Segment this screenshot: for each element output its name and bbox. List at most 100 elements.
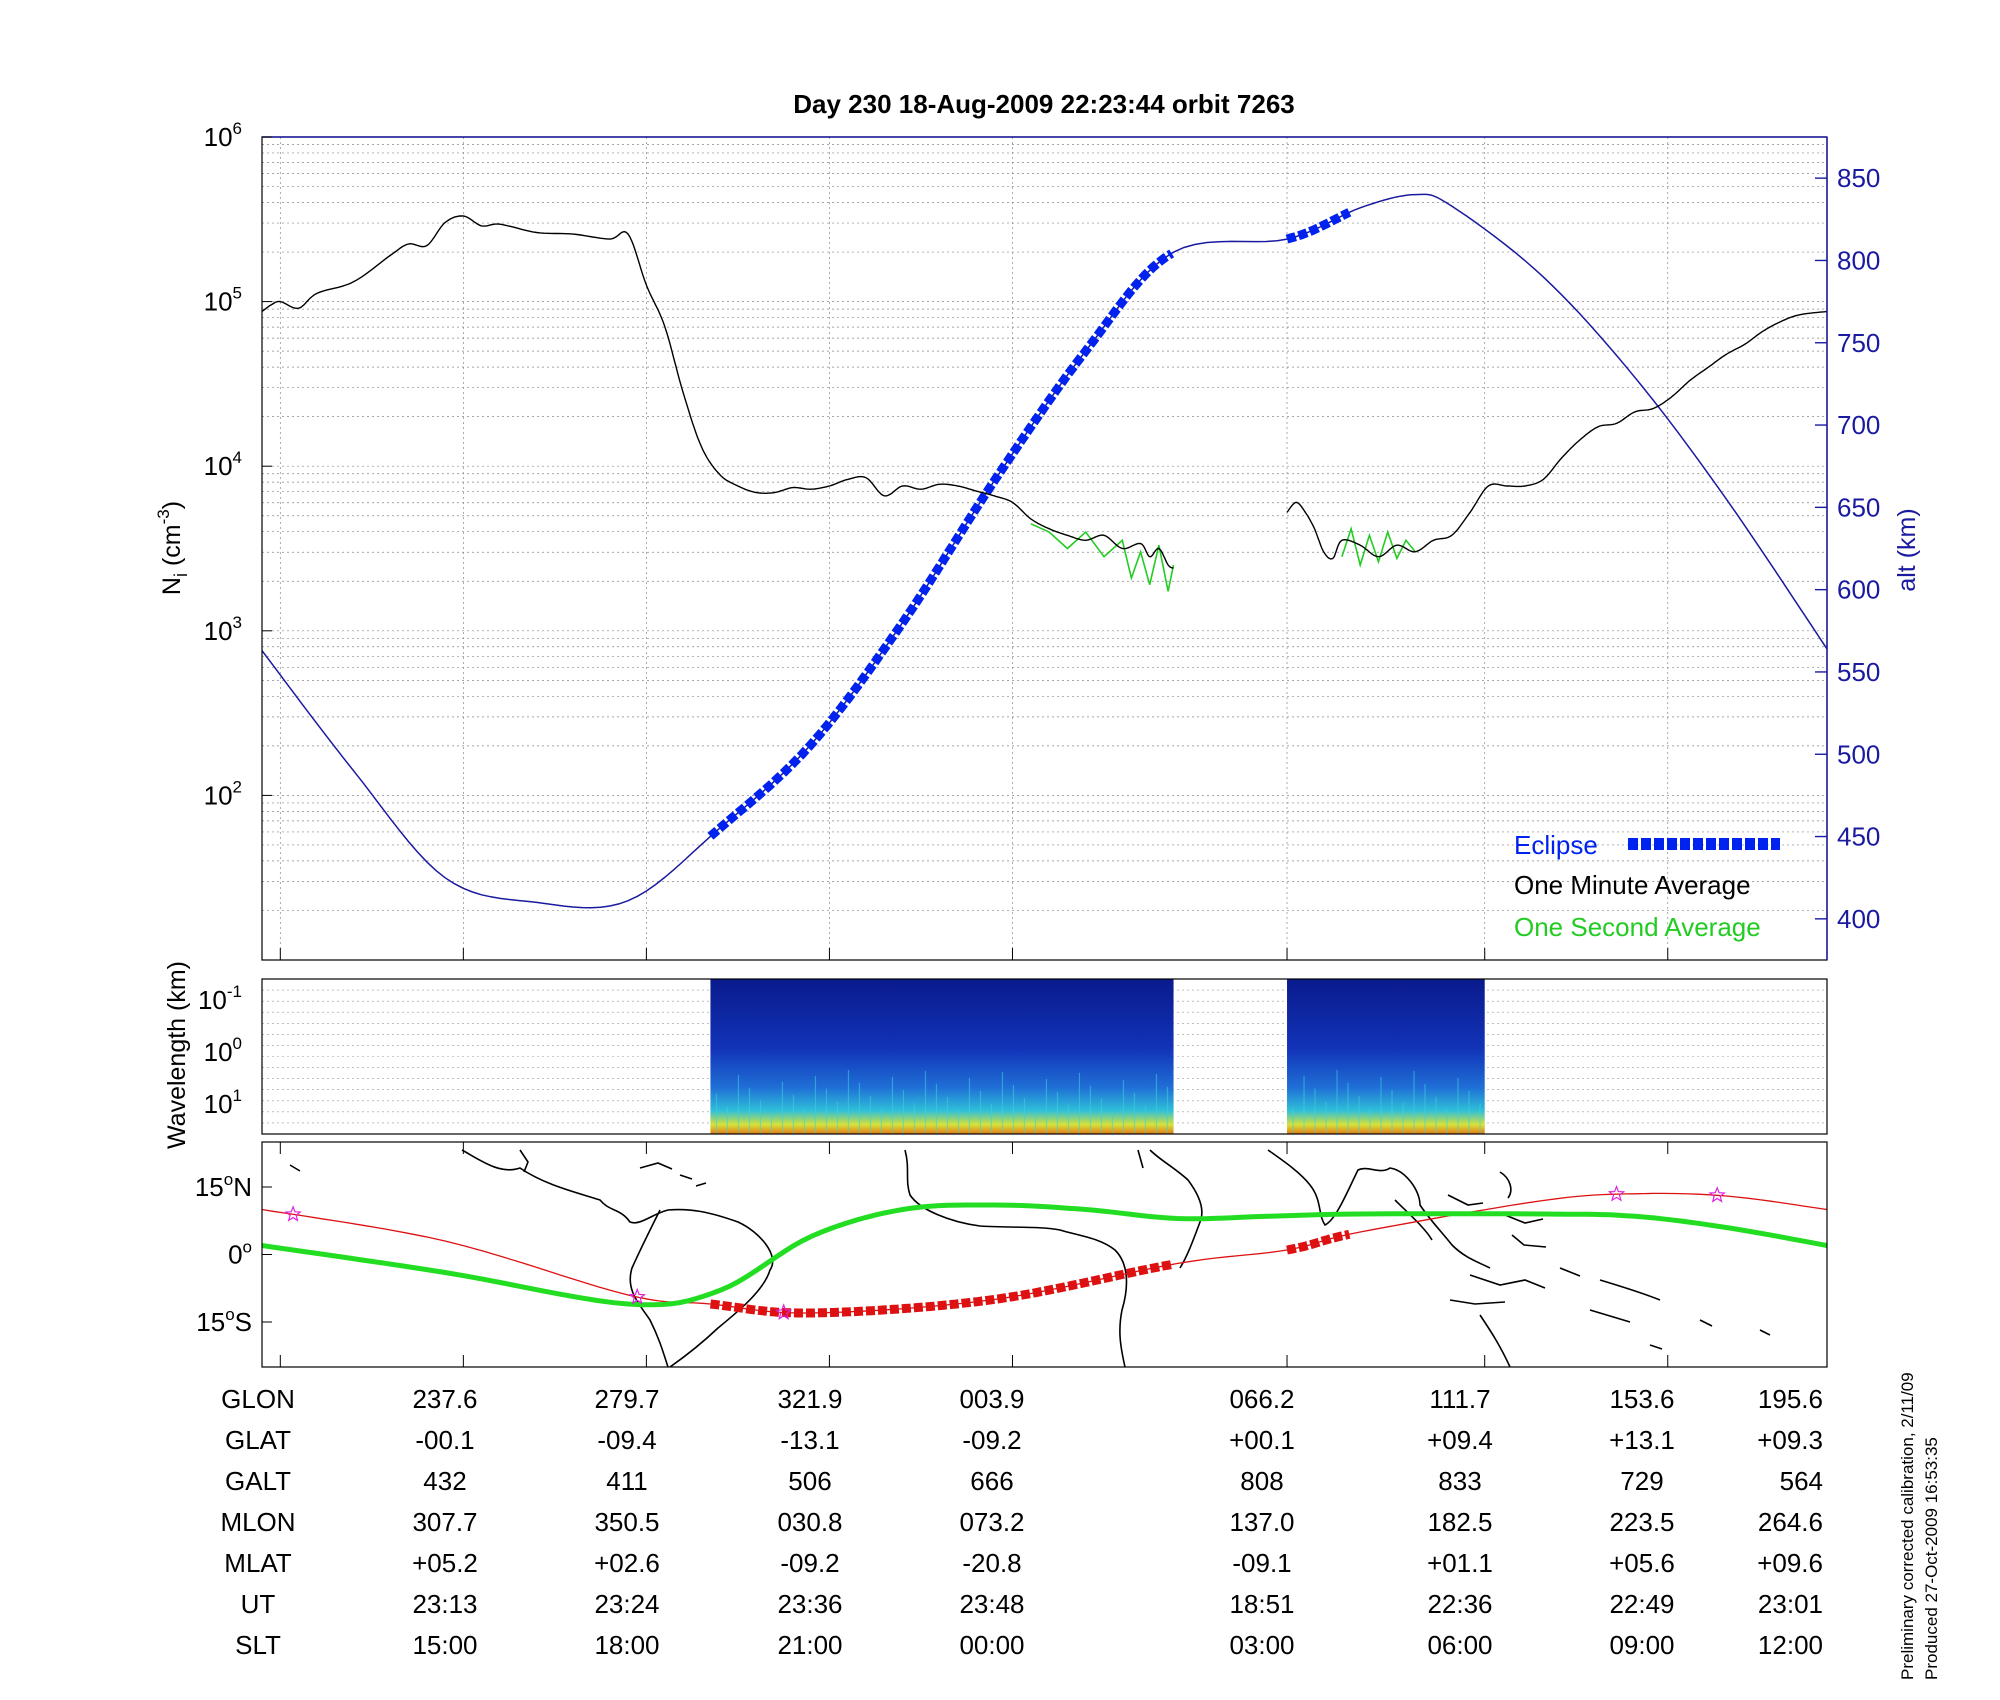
row-value: 18:00 [594, 1630, 659, 1660]
row-value: +13.1 [1609, 1425, 1675, 1455]
row-value: 030.8 [777, 1507, 842, 1537]
row-name-galt: GALT [225, 1466, 291, 1496]
spectrogram-panel: 10-1 100 101 Wavelength (km) [163, 961, 1828, 1149]
row-value: -09.4 [597, 1425, 656, 1455]
track-star [628, 1287, 646, 1305]
chart-title: Day 230 18-Aug-2009 22:23:44 orbit 7263 [793, 89, 1295, 119]
altitude-y-tick-label: 600 [1837, 575, 1880, 605]
row-value: +09.4 [1427, 1425, 1493, 1455]
track-stars [284, 1185, 1726, 1320]
row-value: 00:00 [959, 1630, 1024, 1660]
row-value: 153.6 [1609, 1384, 1674, 1414]
row-value: +09.3 [1757, 1425, 1823, 1455]
row-value: 432 [423, 1466, 466, 1496]
track-star [1708, 1186, 1726, 1203]
magnetic-equator-line [262, 1202, 1827, 1308]
altitude-y-tick-label: 750 [1837, 328, 1880, 358]
density-panel: 102 103 104 105 106 400 450 500 550 600 650 700 750… [154, 119, 1921, 961]
row-value: 411 [606, 1466, 647, 1496]
one-second-average-line [1030, 523, 1175, 592]
row-value: 23:13 [412, 1589, 477, 1619]
row-value: 15:00 [412, 1630, 477, 1660]
eclipse-track-segment [1286, 1229, 1351, 1255]
map-y-ticks: 15oN 0o 15oS [195, 1170, 272, 1337]
legend-one-second-label: One Second Average [1514, 912, 1761, 942]
density-y-tick-label: 102 [204, 777, 242, 810]
map-y-tick-label: 0o [228, 1238, 252, 1270]
eclipse-segment [707, 249, 1175, 840]
density-y-tick-label: 105 [204, 284, 242, 317]
x-label-table: GLON GLAT GALT MLON MLAT UT SLT 237.6 -00.1 432 30… [220, 1384, 1823, 1660]
row-value: +09.6 [1757, 1548, 1823, 1578]
row-value: +01.1 [1427, 1548, 1493, 1578]
row-value: 066.2 [1229, 1384, 1294, 1414]
density-y-tick-label: 103 [204, 613, 242, 646]
footnote-produced: Produced 27-Oct-2009 16:53:35 [1922, 1437, 1941, 1680]
row-name-glon: GLON [221, 1384, 295, 1414]
map-y-tick-label: 15oS [196, 1305, 252, 1337]
row-value: 350.5 [594, 1507, 659, 1537]
row-value: -09.1 [1232, 1548, 1291, 1578]
row-value: 237.6 [412, 1384, 477, 1414]
row-value: 279.7 [594, 1384, 659, 1414]
row-value: 18:51 [1229, 1589, 1294, 1619]
row-value: 073.2 [959, 1507, 1024, 1537]
row-value: 22:49 [1609, 1589, 1674, 1619]
coastline-americas [289, 1149, 774, 1367]
row-value: 23:01 [1758, 1589, 1823, 1619]
row-value: 264.6 [1758, 1507, 1823, 1537]
row-value: -00.1 [415, 1425, 474, 1455]
spectrogram-block [710, 979, 1174, 1134]
row-name-ut: UT [241, 1589, 276, 1619]
orbit-track-line [262, 1192, 1827, 1314]
row-value: 729 [1620, 1466, 1663, 1496]
row-value: 21:00 [777, 1630, 842, 1660]
row-value: 195.6 [1758, 1384, 1823, 1414]
altitude-y-tick-label: 550 [1837, 657, 1880, 687]
track-star [774, 1303, 793, 1320]
map-x-ticks [279, 1142, 1669, 1367]
row-value: 12:00 [1758, 1630, 1823, 1660]
legend-one-minute-label: One Minute Average [1514, 870, 1751, 900]
legend-eclipse-label: Eclipse [1514, 830, 1598, 860]
row-value: -09.2 [962, 1425, 1021, 1455]
row-value: 23:48 [959, 1589, 1024, 1619]
row-value: 23:36 [777, 1589, 842, 1619]
altitude-axis-label: alt (km) [1893, 508, 1921, 591]
row-value: 321.9 [777, 1384, 842, 1414]
one-minute-average-line [1286, 310, 1827, 560]
footnote-calibration: Preliminary corrected calibration, 2/11/… [1898, 1372, 1917, 1680]
row-value: 003.9 [959, 1384, 1024, 1414]
one-minute-average-line [262, 215, 1174, 569]
row-name-mlat: MLAT [224, 1548, 292, 1578]
spectrogram-block [1287, 979, 1485, 1134]
density-x-ticks [279, 948, 1669, 960]
row-value: -09.2 [780, 1548, 839, 1578]
altitude-y-tick-label: 400 [1837, 904, 1880, 934]
row-value: -13.1 [780, 1425, 839, 1455]
row-name-glat: GLAT [225, 1425, 291, 1455]
altitude-y-tick-label: 800 [1837, 245, 1880, 275]
row-value: 23:24 [594, 1589, 659, 1619]
row-value: 666 [970, 1466, 1013, 1496]
spectrogram-grid [262, 989, 1827, 1124]
altitude-y-tick-label: 500 [1837, 739, 1880, 769]
row-value: 22:36 [1427, 1589, 1492, 1619]
map-y-tick-label: 15oN [195, 1170, 252, 1202]
row-value: 03:00 [1229, 1630, 1294, 1660]
row-name-mlon: MLON [220, 1507, 295, 1537]
density-y-tick-label: 106 [204, 119, 242, 152]
map-frame-bg [262, 1142, 1827, 1367]
row-value: 111.7 [1429, 1384, 1490, 1414]
spectrogram-frame [261, 978, 1828, 1135]
row-value: 06:00 [1427, 1630, 1492, 1660]
row-value: 564 [1780, 1466, 1823, 1496]
altitude-y-ticks: 400 450 500 550 600 650 700 750 800 850 [1815, 163, 1880, 934]
row-name-slt: SLT [235, 1630, 281, 1660]
eclipse-segment [1285, 208, 1352, 244]
top-panel-grid [262, 137, 1827, 961]
spectrogram-y-axis-label: Wavelength (km) [163, 961, 191, 1149]
row-value: 137.0 [1229, 1507, 1294, 1537]
density-y-ticks: 102 103 104 105 106 [204, 119, 272, 810]
